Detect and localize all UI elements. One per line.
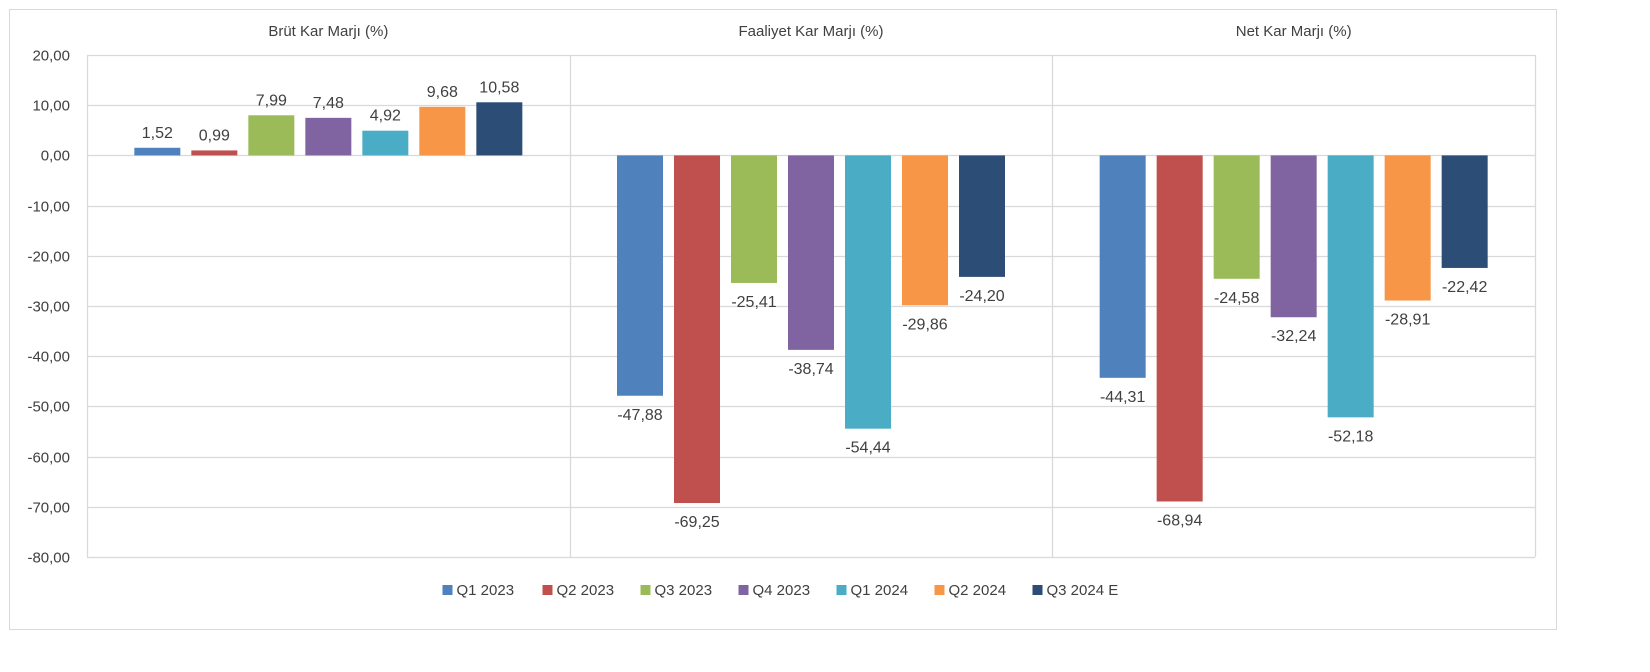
legend-swatch [836,585,847,595]
y-tick-label: -70,00 [27,500,70,517]
legend-swatch [640,585,651,595]
data-label: -68,94 [1157,512,1202,529]
data-label: 10,58 [479,79,519,96]
bar [191,150,238,156]
chart-border [9,9,1557,630]
data-label: 7,99 [256,92,287,109]
legend-label: Q3 2023 [655,582,713,599]
y-tick-label: -80,00 [27,550,70,567]
legend-label: Q2 2024 [949,582,1007,599]
bar [959,155,1005,277]
bar [305,117,352,156]
y-tick-label: 10,00 [32,98,70,115]
data-label: -24,20 [959,288,1004,305]
data-label: -52,18 [1328,428,1373,445]
bar [1213,155,1260,279]
bar [362,130,409,156]
data-label: 4,92 [370,108,401,125]
data-label: 0,99 [199,127,230,144]
panel-title: Brüt Kar Marjı (%) [268,23,388,40]
data-label: -25,41 [731,294,776,311]
bar [419,106,466,156]
legend-label: Q1 2024 [851,582,909,599]
legend-label: Q3 2024 E [1047,582,1119,599]
data-label: -32,24 [1271,328,1316,345]
y-tick-label: -60,00 [27,450,70,467]
y-tick-label: 0,00 [41,148,70,165]
panel-title: Faaliyet Kar Marjı (%) [738,23,883,40]
legend-swatch [738,585,749,595]
legend-label: Q1 2023 [457,582,515,599]
bar [788,155,834,350]
bar [1384,155,1431,301]
bar [845,155,891,429]
data-label: -28,91 [1385,312,1430,329]
y-tick-label: -10,00 [27,199,70,216]
data-label: -24,58 [1214,290,1259,307]
data-label: -38,74 [788,361,833,378]
legend-swatch [542,585,553,595]
bar [1099,155,1146,378]
legend-swatch [1032,585,1043,595]
bar [617,155,663,396]
bar [1441,155,1488,268]
bar [248,115,295,156]
bar [134,147,181,156]
data-label: 9,68 [427,84,458,101]
bar [1156,155,1203,502]
y-tick-label: -30,00 [27,299,70,316]
y-tick-label: -50,00 [27,399,70,416]
legend-label: Q2 2023 [557,582,615,599]
bar [476,102,523,156]
data-label: -54,44 [845,440,890,457]
data-label: -44,31 [1100,389,1145,406]
data-label: -69,25 [674,514,719,531]
bar [1270,155,1317,318]
bar [902,155,948,306]
bar [731,155,777,283]
bar [1327,155,1374,418]
data-label: 1,52 [142,125,173,142]
data-label: -22,42 [1442,279,1487,296]
legend-label: Q4 2023 [753,582,811,599]
bar [674,155,720,504]
legend-swatch [934,585,945,595]
y-tick-label: -40,00 [27,349,70,366]
panel-title: Net Kar Marjı (%) [1236,23,1352,40]
legend-swatch [442,585,453,595]
y-tick-label: -20,00 [27,249,70,266]
data-label: 7,48 [313,95,344,112]
data-label: -29,86 [902,316,947,333]
data-label: -47,88 [617,407,662,424]
y-tick-label: 20,00 [32,48,70,65]
